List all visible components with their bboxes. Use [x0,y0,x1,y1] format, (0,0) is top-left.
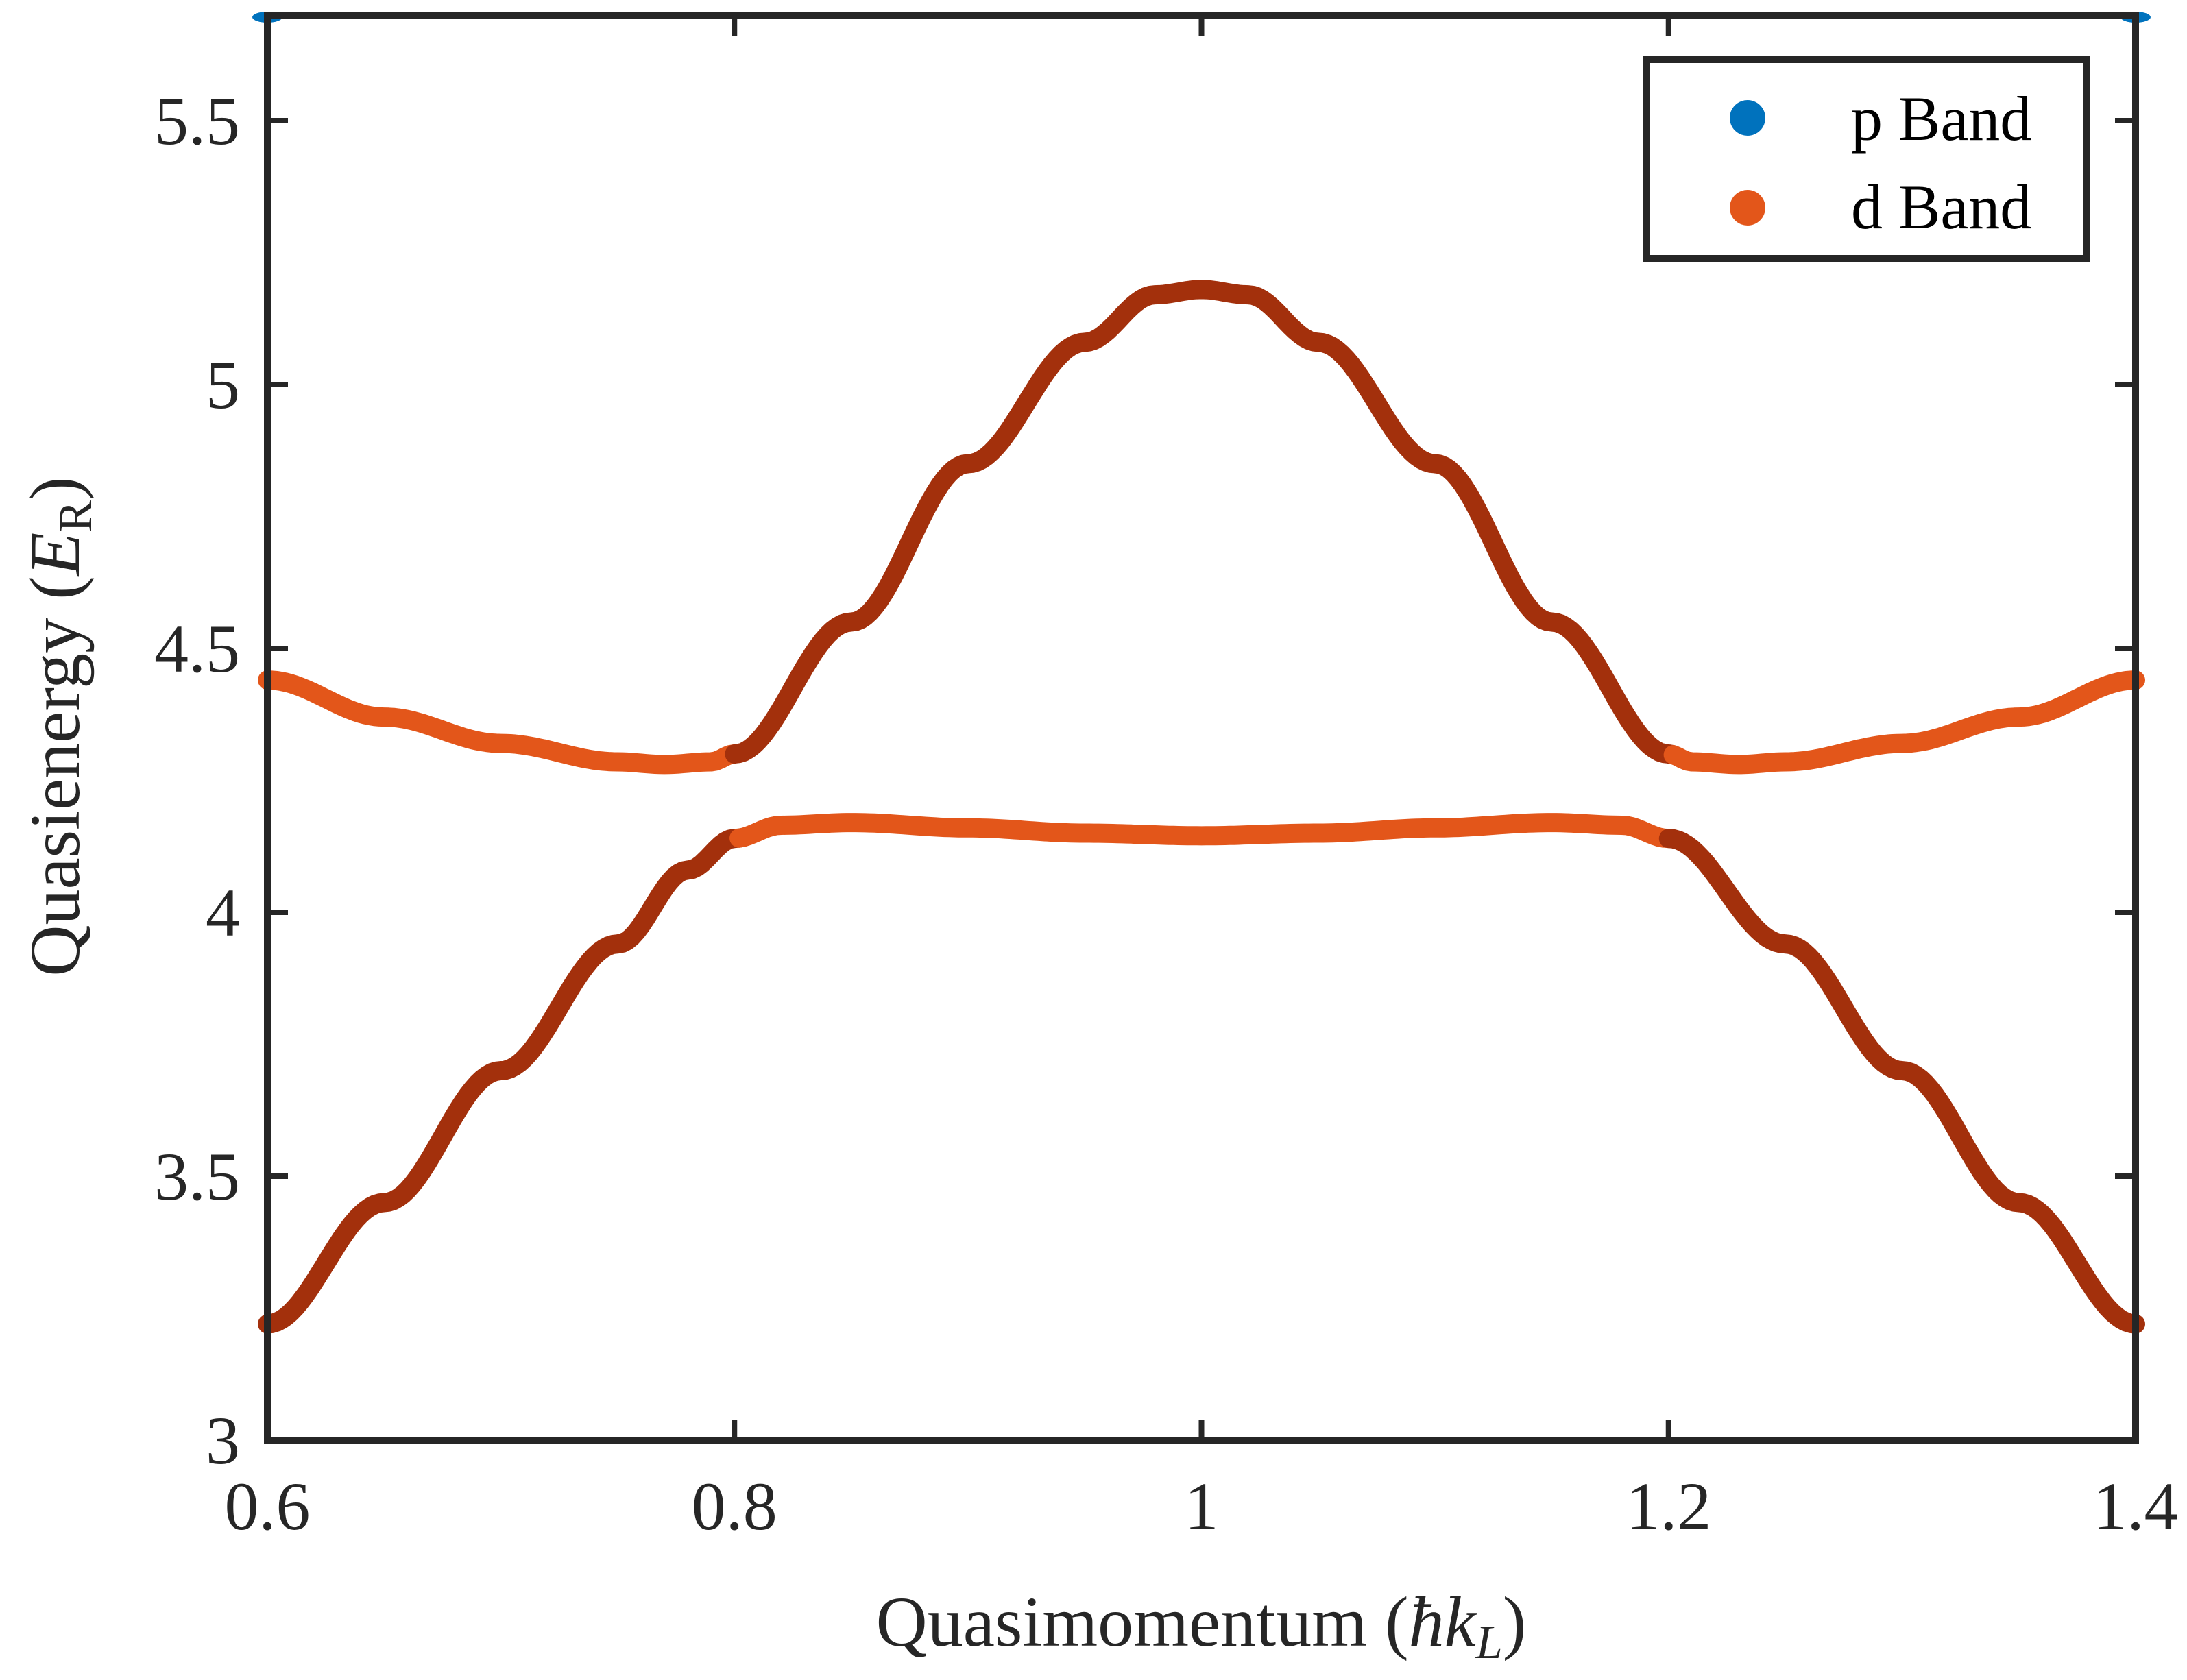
curves-layer [258,280,2145,1334]
d-band-lower-segment-1 [729,813,1678,849]
x-tick-label: 1 [1185,1468,1219,1544]
d-band-lower-segment-2 [1658,829,2145,1334]
x-tick-label: 1.4 [2093,1468,2179,1544]
x-tick-label: 0.8 [692,1468,777,1544]
x-tick-label: 1.2 [1626,1468,1711,1544]
d-band-upper-segment-2 [1663,670,2145,775]
y-tick-label: 3 [206,1402,240,1478]
d-band-lower-segment-0 [258,828,749,1334]
legend-box [1643,56,2090,262]
y-tick-label: 4 [206,875,240,951]
y-tick-label: 5 [206,347,240,423]
ticks-layer [265,15,2138,1443]
y-axis-label: Quasienergy (ER) [16,476,102,976]
y-tick-label: 3.5 [154,1139,240,1215]
legend-label-d-band: d Band [1851,172,2031,242]
d-band-upper-segment-1 [725,280,1683,765]
y-tick-label: 4.5 [154,611,240,687]
y-tick-label: 5.5 [154,83,240,159]
d-band-upper-segment-0 [258,670,745,775]
legend-label-p-band: p Band [1851,84,2031,154]
legend: p Band d Band [1643,56,2090,262]
tick-labels-layer: 0.6 0.8 1 1.2 1.4 3 3.5 4 4.5 5 5.5 [154,83,2179,1544]
legend-marker-p-band [1730,100,1765,136]
x-tick-label: 0.6 [225,1468,311,1544]
x-axis-label: Quasimomentum (ħkL) [876,1583,1527,1669]
legend-marker-d-band [1730,190,1765,226]
